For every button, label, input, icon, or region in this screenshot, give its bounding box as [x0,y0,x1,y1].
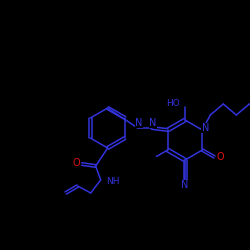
Text: O: O [73,158,80,168]
Text: NH: NH [106,178,119,186]
Text: HO: HO [166,100,180,108]
Text: O: O [217,152,224,162]
Text: N: N [181,180,189,190]
Text: N: N [149,118,156,128]
Text: N: N [135,118,142,128]
Text: N: N [202,123,209,133]
